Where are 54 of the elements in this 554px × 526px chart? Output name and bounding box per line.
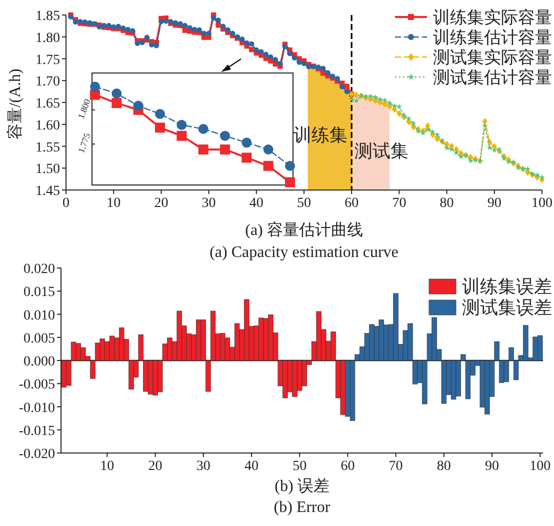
y-tick-label: -0.020 — [18, 447, 55, 462]
y-tick-label: 1.800 — [76, 97, 93, 120]
y-tick-label: 1.75 — [36, 52, 60, 68]
y-tick-label: 1.85 — [36, 9, 60, 24]
y-tick-label: 1.65 — [36, 96, 60, 112]
x-tick-label: 60 — [344, 196, 359, 211]
x-tick-label: 60 — [340, 459, 355, 474]
x-tick-label: 100 — [532, 196, 552, 211]
text: (a) Capacity estimation curve — [210, 244, 398, 261]
x-tick-label: 90 — [487, 196, 502, 211]
x-tick-label: 10 — [106, 196, 121, 211]
y-tick-label: -0.015 — [18, 424, 55, 439]
y-tick-label: 0.000 — [24, 354, 55, 370]
y-tick-label: 1.775 — [76, 131, 93, 154]
legend-label: 测试集误差 — [462, 298, 552, 318]
x-tick-label: 80 — [436, 459, 451, 474]
x-tick-label: 70 — [392, 196, 406, 211]
text: (b) 误差 — [274, 477, 330, 495]
legend-label: 测试集估计容量 — [433, 68, 552, 87]
x-tick-label: 50 — [297, 196, 311, 211]
band: 测试集 — [352, 94, 409, 190]
y-tick-label: 1.50 — [36, 162, 60, 178]
y-tick-label: 1.70 — [36, 74, 60, 90]
x-tick-label: 20 — [154, 196, 168, 211]
legend-label: 训练集估计容量 — [433, 28, 552, 47]
y-tick-label: 0.015 — [24, 285, 55, 300]
x-tick-label: 70 — [388, 459, 403, 474]
x-tick-label: 40 — [249, 196, 264, 211]
text: (a) 容量估计曲线 — [245, 221, 363, 239]
x-tick-label: 80 — [440, 196, 454, 211]
y-tick-label: 0.005 — [24, 331, 55, 346]
x-tick-label: 20 — [148, 459, 162, 474]
legend-label: 训练集误差 — [462, 276, 552, 296]
y-axis-title: 容量/(A.h) — [6, 68, 24, 140]
x-tick-label: 50 — [292, 459, 307, 474]
y-tick-label: 1.80 — [36, 30, 60, 46]
x-tick-label: 30 — [202, 196, 216, 211]
x-tick-label: 0 — [62, 196, 70, 211]
band-label: 测试集 — [354, 140, 409, 161]
legend-label: 训练集实际容量 — [433, 8, 552, 27]
x-tick-label: 10 — [100, 459, 114, 474]
text: (b) Error — [274, 499, 331, 516]
y-tick-label: 1.55 — [36, 140, 60, 156]
legend-label: 测试集实际容量 — [433, 48, 552, 67]
y-tick-label: 0.020 — [24, 262, 55, 277]
y-tick-label: 1.60 — [36, 118, 60, 134]
y-tick-label: 1.45 — [36, 184, 60, 199]
y-tick-label: -0.005 — [18, 378, 55, 393]
x-tick-label: 90 — [485, 459, 500, 474]
y-tick-label: -0.010 — [18, 400, 55, 416]
x-tick-label: 40 — [244, 459, 258, 474]
y-tick-label: 0.010 — [24, 308, 55, 324]
x-tick-label: 30 — [196, 459, 210, 474]
x-tick-label: 100 — [530, 459, 551, 474]
